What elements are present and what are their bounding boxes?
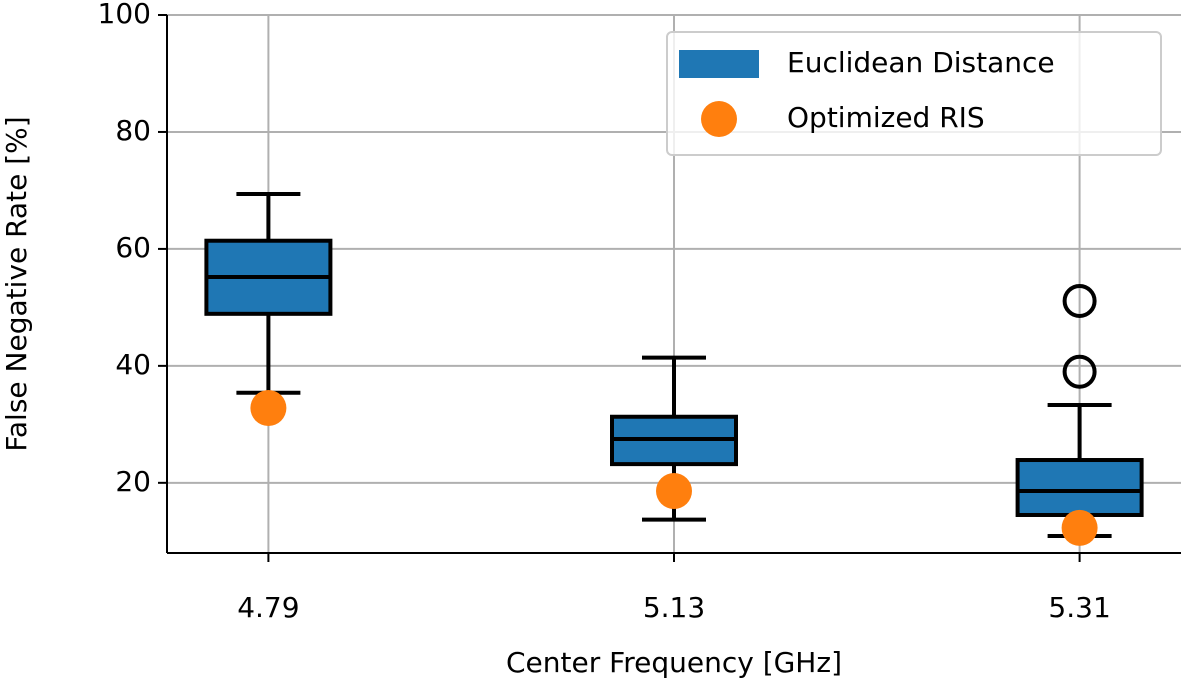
outlier	[1062, 283, 1097, 318]
legend-frame	[666, 31, 1162, 156]
y-tick-label: 100	[98, 0, 151, 30]
y-axis-label: False Negative Rate [%]	[0, 116, 33, 451]
y-tick-label: 60	[115, 231, 151, 264]
x-tick-label: 5.13	[643, 591, 705, 624]
y-tick-label: 40	[115, 348, 151, 381]
x-tick-label: 5.31	[1048, 591, 1110, 624]
legend-label: Euclidean Distance	[787, 46, 1055, 79]
legend-swatch	[701, 101, 737, 137]
legend-swatch	[679, 50, 759, 78]
legend-label: Optimized RIS	[787, 101, 985, 134]
point	[250, 389, 287, 426]
point	[656, 473, 692, 510]
x-tick-label: 4.79	[237, 591, 299, 624]
box	[1015, 458, 1144, 517]
x-axis-label: Center Frequency [GHz]	[506, 646, 842, 679]
y-tick-label: 20	[115, 465, 151, 498]
outlier	[1062, 354, 1097, 389]
point	[1061, 509, 1098, 546]
legend: Euclidean Distance Optimized RIS	[666, 31, 1162, 156]
y-tick-label: 80	[115, 114, 151, 147]
